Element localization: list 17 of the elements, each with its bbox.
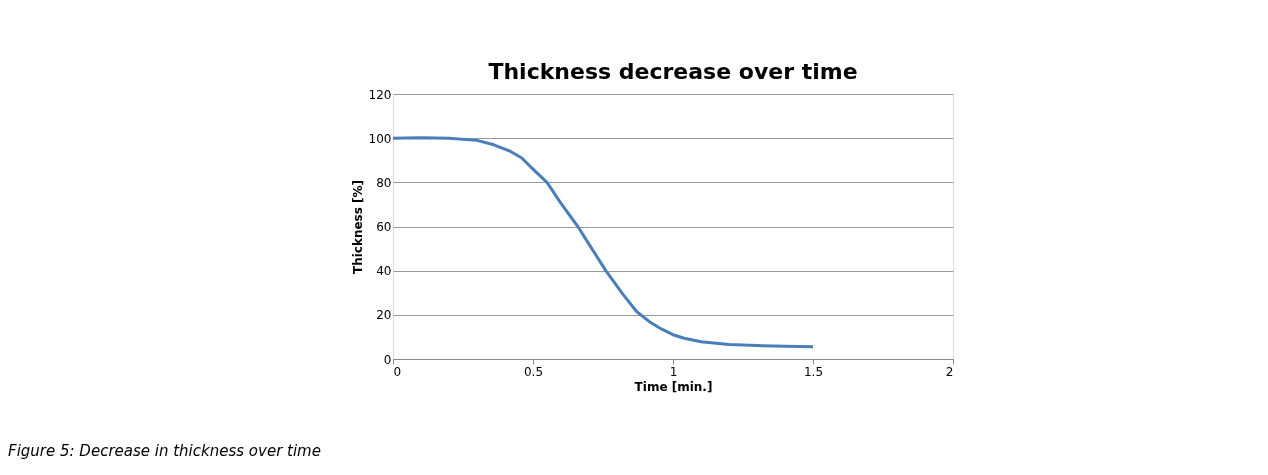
x-tick-label: 2 <box>945 364 954 379</box>
x-tick-label: 1 <box>669 364 678 379</box>
chart-title: Thickness decrease over time <box>488 59 858 84</box>
line-series <box>391 136 815 349</box>
y-tick-label: 0 <box>383 352 392 367</box>
y-tick-label: 100 <box>368 131 392 146</box>
caption: Figure 5: Decrease in thickness over time <box>8 442 321 460</box>
y-axis-title: Thickness [%] <box>350 179 365 275</box>
y-tick-label: 40 <box>376 264 392 279</box>
x-tick-label: 0 <box>393 364 402 379</box>
y-tick-label: 20 <box>376 308 392 323</box>
x-tick-label: 1.5 <box>803 364 824 379</box>
y-tick-label: 60 <box>376 220 392 234</box>
x-tick-label: 0.5 <box>523 364 544 379</box>
y-tick-label: 80 <box>376 175 392 190</box>
x-axis-title: Time [min.] <box>634 379 713 394</box>
y-tick-label: 120 <box>368 87 392 102</box>
